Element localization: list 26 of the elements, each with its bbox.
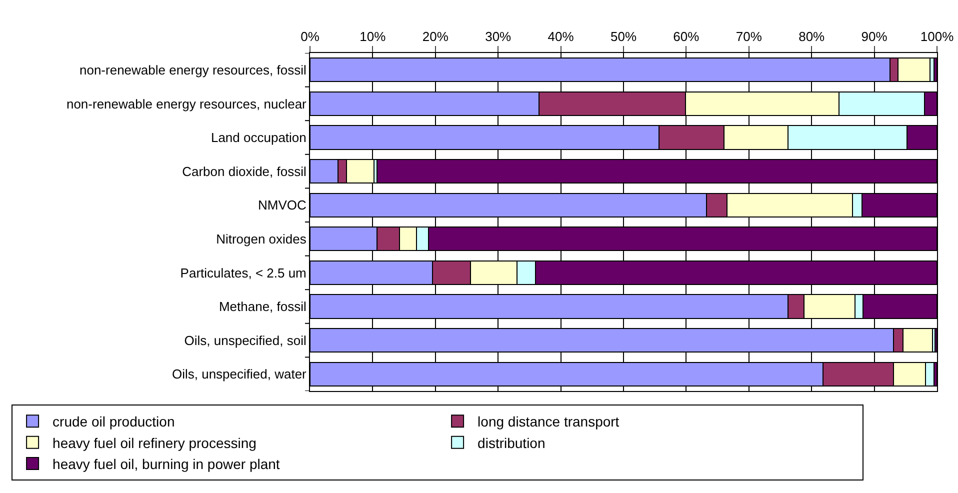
y-tick-label: non-renewable energy resources, nuclear: [66, 96, 308, 112]
legend-label: heavy fuel oil, burning in power plant: [52, 456, 280, 472]
x-tick-label: 100%: [920, 28, 954, 44]
y-tick-label: Oils, unspecified, soil: [184, 332, 306, 348]
y-tick-label: Particulates, < 2.5 um: [180, 265, 306, 280]
legend-label: long distance transport: [478, 414, 620, 430]
x-tick-label: 60%: [673, 28, 700, 44]
x-tick-label: 40%: [548, 28, 574, 44]
y-tick-label: Carbon dioxide, fossil: [182, 164, 306, 179]
x-tick-label: 10%: [360, 28, 386, 44]
legend-label: crude oil production: [52, 414, 175, 430]
x-tick-label: 20%: [422, 28, 449, 44]
y-tick-label: Land occupation: [210, 130, 306, 146]
y-tick-label: non-renewable energy resources, fossil: [79, 62, 307, 78]
legend-label: heavy fuel oil refinery processing: [52, 434, 256, 451]
y-tick-label: Oils, unspecified, water: [172, 366, 308, 382]
y-tick-label: Nitrogen oxides: [216, 231, 307, 246]
x-tick-label: 70%: [736, 28, 762, 44]
x-tick-label: 30%: [485, 28, 512, 44]
x-tick-label: 80%: [798, 28, 826, 44]
legend-label: distribution: [478, 434, 546, 451]
y-tick-label: Methane, fossil: [218, 299, 307, 314]
x-tick-label: 50%: [610, 28, 637, 44]
x-tick-label: 0%: [300, 28, 320, 44]
x-tick-label: 90%: [861, 28, 888, 44]
y-tick-label: NMVOC: [258, 198, 306, 213]
